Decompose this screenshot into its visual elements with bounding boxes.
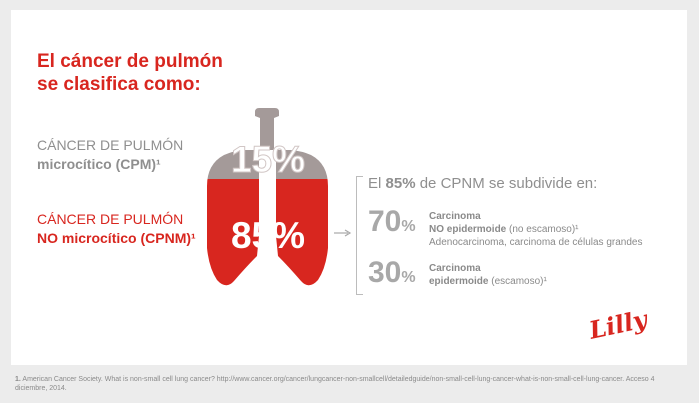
title-line-2: se clasifica como: (37, 74, 201, 95)
squamous-line-1: Carcinoma (429, 263, 481, 274)
cpm-percent: 15% (231, 139, 305, 180)
cpnm-percent: 85% (231, 215, 305, 256)
cpnm-label-line-2: NO microcítico (CPNM)¹ (37, 230, 196, 246)
non-squamous-detail: Carcinoma NO epidermoide (no escamoso)¹ … (429, 210, 642, 249)
bronchi-right (270, 180, 282, 273)
squamous-stat: 30% (368, 258, 416, 293)
subdivision-heading-suffix: de CPNM se subdivide en: (415, 175, 598, 192)
squamous-line-2: epidermoide (escamoso)¹ (429, 275, 547, 288)
squamous-unit: % (401, 269, 416, 286)
non-squamous-unit: % (401, 218, 416, 235)
title-line-1: El cáncer de pulmón (37, 51, 223, 72)
non-squamous-stat: 70% (368, 207, 416, 242)
cpm-label-line-2: microcítico (CPM)¹ (37, 156, 161, 172)
cpnm-label-line-1: CÁNCER DE PULMÓN (37, 211, 184, 227)
non-squamous-value: 70 (368, 205, 402, 238)
cpm-label-line-1: CÁNCER DE PULMÓN (37, 137, 184, 153)
cpnm-label: CÁNCER DE PULMÓN NO microcítico (CPNM)¹ (37, 210, 196, 248)
non-squamous-line-2: NO epidermoide (no escamoso)¹ (429, 223, 642, 236)
non-squamous-line-1: Carcinoma (429, 211, 481, 222)
footnote-text: American Cancer Society. What is non-sma… (15, 376, 655, 392)
subdivision-heading-prefix: El (368, 175, 386, 192)
subdivision-heading: El 85% de CPNM se subdivide en: (368, 175, 597, 192)
bronchi-left (253, 180, 265, 273)
non-squamous-line-2-bold: NO epidermoide (429, 224, 507, 235)
squamous-value: 30 (368, 256, 402, 289)
cpm-label: CÁNCER DE PULMÓN microcítico (CPM)¹ (37, 136, 183, 174)
footnote-number: 1. (15, 376, 21, 383)
infographic-title: El cáncer de pulmón se clasifica como: (37, 50, 223, 96)
non-squamous-line-2-rest: (no escamoso)¹ (506, 224, 579, 235)
subdivision-heading-emphasis: 85% (385, 175, 416, 192)
squamous-detail: Carcinoma epidermoide (escamoso)¹ (429, 262, 547, 288)
subdivision-bracket (356, 176, 363, 295)
squamous-line-2-bold: epidermoide (429, 276, 489, 287)
squamous-line-2-rest: (escamoso)¹ (488, 276, 547, 287)
footnote: 1. American Cancer Society. What is non-… (15, 375, 687, 393)
non-squamous-line-3: Adenocarcinoma, carcinoma de células gra… (429, 237, 643, 248)
arrow-head (344, 229, 352, 237)
infographic-card (11, 10, 687, 365)
